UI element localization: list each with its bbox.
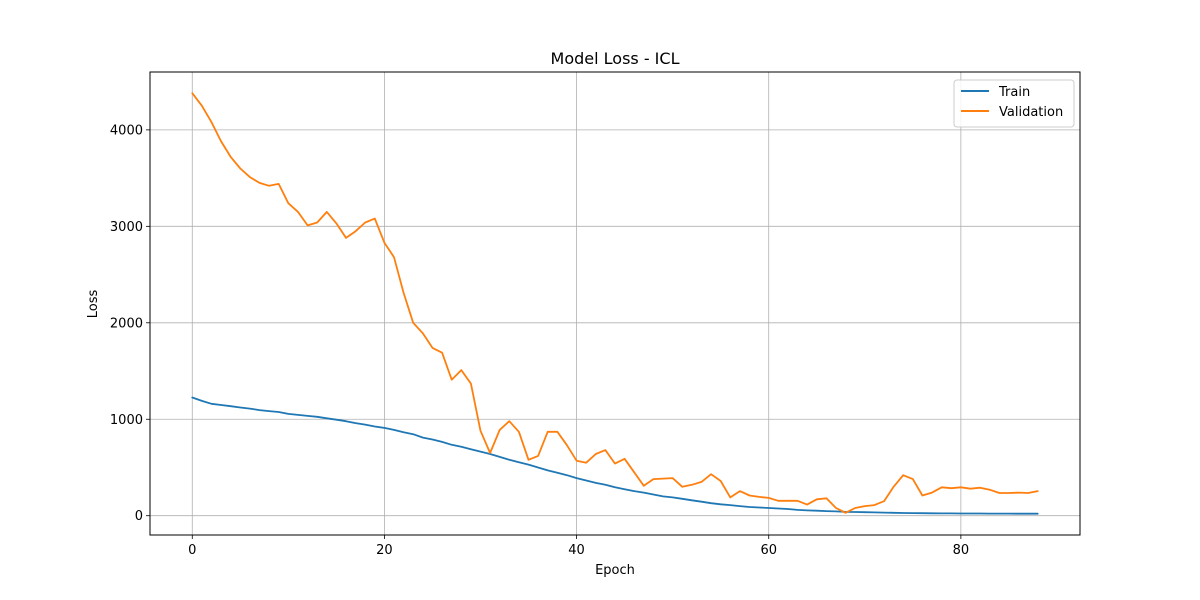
y-tick-label: 2000 (110, 316, 143, 331)
legend-label-train: Train (998, 85, 1030, 100)
grid-lines (150, 72, 1080, 535)
y-tick-label: 4000 (110, 123, 143, 138)
chart-title: Model Loss - ICL (551, 49, 680, 68)
x-tick-label: 40 (568, 543, 585, 558)
x-tick-label: 60 (760, 543, 777, 558)
x-axis-label: Epoch (595, 563, 635, 578)
legend: Train Validation (953, 79, 1075, 128)
y-axis-ticks: 0 1000 2000 3000 4000 (110, 123, 150, 524)
y-tick-label: 0 (135, 509, 143, 524)
series-line-validation (191, 92, 1039, 514)
x-tick-label: 20 (376, 543, 393, 558)
x-tick-label: 80 (953, 543, 970, 558)
plot-frame (149, 71, 1081, 536)
x-tick-label: 0 (188, 543, 196, 558)
legend-label-validation: Validation (999, 105, 1063, 120)
series-lines (191, 92, 1039, 515)
series-line-train (191, 396, 1039, 515)
y-axis-label: Loss (86, 290, 101, 319)
y-tick-label: 1000 (110, 413, 143, 428)
y-tick-label: 3000 (110, 220, 143, 235)
x-axis-ticks: 0 20 40 60 80 (188, 535, 969, 558)
